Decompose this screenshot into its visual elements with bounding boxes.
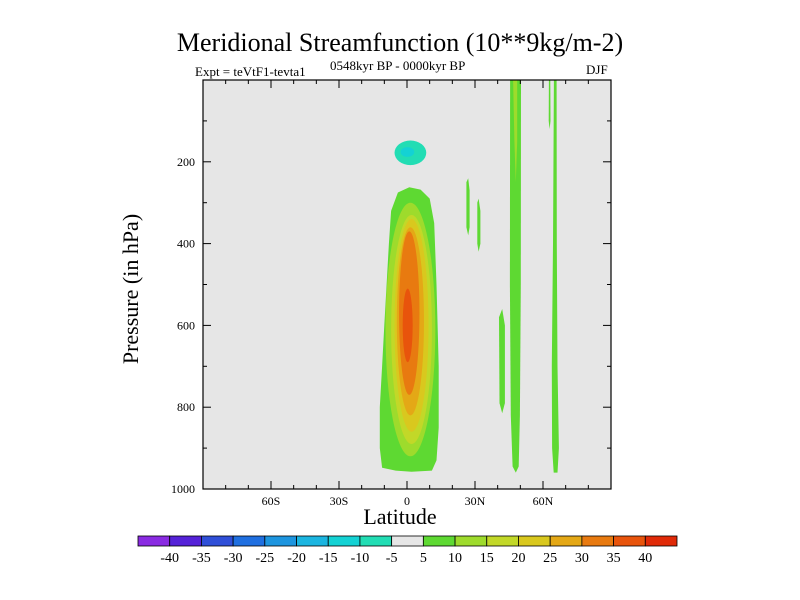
colorbar-box-6 xyxy=(327,535,361,547)
band-62N-upper xyxy=(548,80,551,130)
season-label: DJF xyxy=(586,62,608,77)
colorbar-box-8 xyxy=(391,535,424,547)
x-axis-title: Latitude xyxy=(363,504,437,529)
y-tick-label-3: 800 xyxy=(177,400,195,414)
colorbar-label-10: 15 xyxy=(480,551,494,566)
band-45N-core xyxy=(513,80,518,183)
band-70S xyxy=(224,84,227,367)
band-62N xyxy=(551,80,559,473)
positive-cell-equator-level-5 xyxy=(402,288,413,363)
colorbar-box-15 xyxy=(613,535,646,547)
band-36N xyxy=(499,309,505,414)
colorbar-label-14: 35 xyxy=(607,551,621,566)
colorbar-label-0: -40 xyxy=(160,551,179,566)
colorbar-box-10 xyxy=(454,535,488,547)
colorbar-box-16 xyxy=(644,535,678,547)
colorbar-box-11 xyxy=(486,535,519,547)
contour-layers xyxy=(224,80,603,473)
colorbar-label-2: -30 xyxy=(224,551,243,566)
colorbar-label-11: 20 xyxy=(511,551,525,566)
colorbar-box-13 xyxy=(549,535,583,547)
colorbar-label-9: 10 xyxy=(448,551,462,566)
negative-cell-upper-cores xyxy=(394,140,427,166)
band-45N xyxy=(509,80,521,473)
colorbar-box-3 xyxy=(232,535,266,547)
colorbar-box-4 xyxy=(264,535,297,547)
x-tick-label-1: 30S xyxy=(330,494,349,508)
colorbar-label-5: -15 xyxy=(319,551,338,566)
colorbar-label-1: -35 xyxy=(192,551,211,566)
band-82N xyxy=(600,255,603,371)
colorbar-label-4: -20 xyxy=(287,551,306,566)
colorbar-box-14 xyxy=(581,535,614,547)
colorbar-label-15: 40 xyxy=(638,551,652,566)
colorbar-box-2 xyxy=(201,535,234,547)
band-68S xyxy=(248,309,252,432)
x-tick-label-3: 30N xyxy=(465,494,486,508)
chart-title: Meridional Streamfunction (10**9kg/m-2) xyxy=(176,28,624,57)
x-tick-label-0: 60S xyxy=(262,494,281,508)
colorbar-box-9 xyxy=(422,535,456,547)
colorbar-box-1 xyxy=(169,535,202,547)
experiment-label: Expt = teVtF1-tevta1 xyxy=(195,64,306,79)
y-tick-label-0: 200 xyxy=(177,155,195,169)
colorbar-label-6: -10 xyxy=(351,551,370,566)
band-27N xyxy=(466,178,470,236)
y-tick-label-2: 600 xyxy=(177,318,195,332)
positive-cell-equator-cores xyxy=(385,202,436,457)
negative-cell-upper-level-1 xyxy=(400,147,415,157)
colorbar-box-12 xyxy=(518,535,551,547)
colorbar-box-5 xyxy=(296,535,329,547)
colorbar-box-7 xyxy=(359,535,393,547)
band-32N xyxy=(477,198,481,252)
period-label: 0548kyr BP - 0000kyr BP xyxy=(330,58,466,73)
colorbar-label-8: 5 xyxy=(420,551,427,566)
y-tick-label-1: 400 xyxy=(177,237,195,251)
colorbar-label-12: 25 xyxy=(543,551,557,566)
y-tick-label-4: 1000 xyxy=(171,482,195,496)
x-tick-label-4: 60N xyxy=(533,494,554,508)
colorbar-label-13: 30 xyxy=(575,551,589,566)
colorbar-box-0 xyxy=(137,535,171,547)
colorbar-label-3: -25 xyxy=(255,551,274,566)
x-tick-label-2: 0 xyxy=(404,494,410,508)
colorbar-label-7: -5 xyxy=(386,551,398,566)
